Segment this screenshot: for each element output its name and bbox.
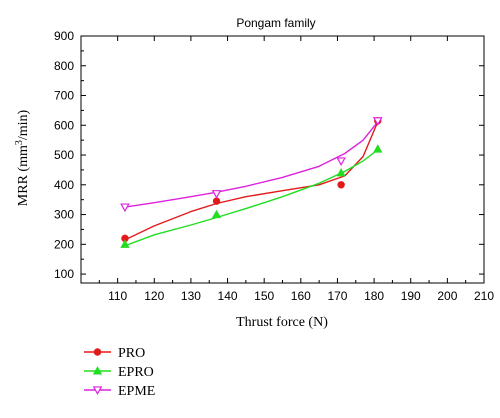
data-point-epme (372, 117, 383, 126)
y-tick-label: 200 (54, 237, 74, 251)
data-point-pro (212, 197, 221, 205)
y-tick-label: 100 (54, 267, 74, 281)
x-axis-title: Thrust force (N) (236, 315, 328, 330)
x-tick-label: 120 (144, 289, 164, 303)
legend-label-epme: EPME (118, 384, 155, 399)
x-tick-label: 150 (254, 289, 274, 303)
y-axis-title-main: MRR (mm (16, 145, 31, 206)
y-tick-label: 900 (54, 29, 74, 43)
y-tick-label: 700 (54, 89, 74, 103)
data-point-epro (336, 168, 346, 177)
y-tick-label: 500 (54, 148, 74, 162)
x-tick-label: 210 (474, 289, 494, 303)
series-markers (120, 117, 383, 248)
series-line-epro (124, 149, 379, 247)
y-tick-label: 800 (54, 59, 74, 73)
legend: PRO EPRO EPME (84, 346, 155, 399)
y-axis-title-end: /min) (16, 109, 31, 140)
legend-label-pro: PRO (118, 346, 145, 361)
plot-frame (80, 35, 485, 284)
x-tick-label: 190 (401, 289, 421, 303)
y-axis-title: MRR (mm3/min) (14, 109, 32, 206)
x-tick-label: 140 (218, 289, 238, 303)
legend-label-epro: EPRO (118, 365, 154, 380)
y-tick-label: 600 (54, 118, 74, 132)
axis-ticks: 110 120 130 140 150 160 170 180 190 200 210 100 200 3… (54, 29, 494, 303)
data-point-epme (211, 190, 222, 199)
y-tick-label: 300 (54, 208, 74, 222)
data-point-epro (120, 239, 130, 248)
x-tick-label: 160 (291, 289, 311, 303)
data-point-epme (336, 157, 346, 167)
data-point-epro (373, 144, 383, 153)
x-tick-label: 170 (327, 289, 347, 303)
data-point-pro (337, 181, 345, 189)
series-line-pro (124, 121, 379, 241)
plot-area (80, 35, 485, 284)
legend-marker-pro (93, 348, 102, 356)
data-point-epro (211, 209, 222, 219)
x-tick-label: 180 (364, 289, 384, 303)
legend-marker-epro (92, 366, 103, 375)
chart-title: Pongam family (236, 16, 315, 30)
x-tick-label: 200 (437, 289, 457, 303)
y-axis-title-sup: 3 (14, 140, 25, 145)
x-tick-label: 130 (181, 289, 201, 303)
legend-marker-epme (92, 386, 103, 396)
data-point-epme (120, 203, 130, 213)
series-line-epme (124, 121, 379, 208)
x-tick-label: 110 (108, 289, 127, 303)
series-curves (124, 121, 379, 247)
y-tick-label: 400 (54, 178, 74, 192)
